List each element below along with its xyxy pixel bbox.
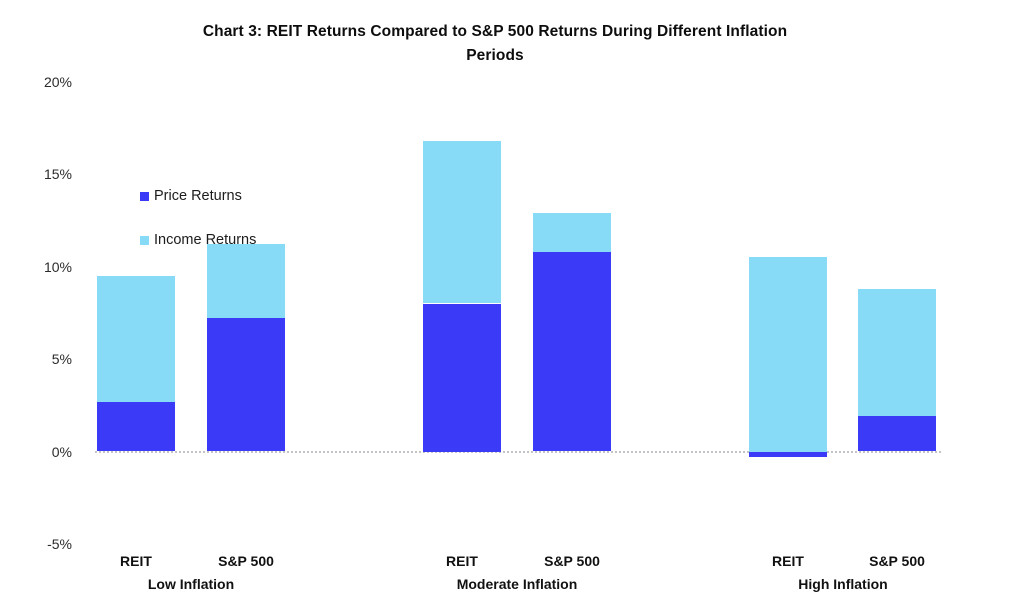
bar-segment-income-returns (858, 288, 936, 417)
bar-segment-price-returns (749, 451, 827, 458)
legend-item-income-returns: Income Returns (140, 232, 256, 248)
y-axis-tick-label: 5% (51, 351, 72, 367)
bar-segment-price-returns (97, 401, 175, 452)
bar-segment-income-returns (207, 244, 285, 319)
legend-swatch-price-returns (140, 191, 149, 201)
x-axis-category-label: S&P 500 (218, 553, 274, 569)
x-axis-group-label: Low Inflation (147, 576, 235, 592)
bar-segment-price-returns (207, 318, 285, 452)
bar-segment-income-returns (423, 140, 501, 304)
bar-segment-income-returns (97, 275, 175, 402)
legend-item-price-returns: Price Returns (140, 188, 242, 204)
zero-axis-line (95, 450, 941, 453)
x-axis-category-label: S&P 500 (869, 553, 925, 569)
bar-segment-price-returns (533, 251, 611, 452)
bar-segment-price-returns (858, 416, 936, 452)
legend-label-income-returns: Income Returns (154, 232, 257, 248)
legend-swatch-income-returns (140, 235, 149, 245)
x-axis-category-label: S&P 500 (544, 553, 600, 569)
bar-segment-income-returns (749, 257, 827, 452)
y-axis-tick-label: 15% (43, 166, 72, 182)
chart-title-line-1: Chart 3: REIT Returns Compared to S&P 50… (202, 23, 788, 40)
legend-label-price-returns: Price Returns (154, 188, 242, 204)
x-axis-category-label: REIT (120, 553, 152, 569)
x-axis-group-label: High Inflation (798, 576, 888, 592)
x-axis-group-label: Moderate Inflation (456, 576, 578, 592)
y-axis-tick-label: 10% (43, 258, 72, 275)
x-axis-category-label: REIT (772, 553, 804, 569)
y-axis-tick-label: -5% (47, 536, 72, 552)
chart-title: Chart 3: REIT Returns Compared to S&P 50… (0, 20, 990, 68)
bar-segment-price-returns (423, 303, 501, 452)
chart-title-line-2: Periods (466, 47, 524, 64)
y-axis-tick-label: 20% (43, 73, 72, 90)
y-axis-tick-label: 0% (51, 443, 72, 460)
bar-segment-income-returns (533, 212, 611, 252)
x-axis-category-label: REIT (446, 553, 478, 569)
